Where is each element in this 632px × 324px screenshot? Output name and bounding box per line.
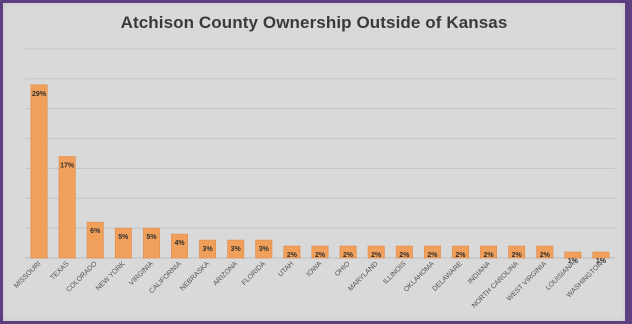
bar-new-york [114,227,132,259]
bar-colorado [86,221,104,259]
data-label: 4% [174,240,185,247]
data-label: 3% [231,246,242,253]
data-label: 2% [371,252,382,259]
data-label: 5% [118,234,129,241]
x-tick-label: UTAH [277,260,295,278]
x-tick-label: OHIO [334,260,352,278]
data-label: 1% [596,258,607,265]
bar-indiana [480,245,498,259]
bar-florida [255,239,273,259]
data-label: 29% [32,91,47,98]
bar-chart: 29% MISSOURI 17% TEXAS 6% COLORADO 5% NEW YORK 5… [13,48,615,310]
x-tick-label: ILLINOIS [382,260,408,286]
x-tick-label: INDIANA [467,260,492,285]
data-label: 2% [540,252,551,259]
data-label: 2% [484,252,495,259]
x-tick-label: IOWA [305,260,323,278]
gridlines [25,48,615,229]
data-label: 2% [287,252,298,259]
data-label: 2% [427,252,438,259]
bar-north-carolina [508,245,526,259]
data-label: 2% [343,252,354,259]
bar-virginia [142,227,160,259]
x-tick-label: COLORADO [65,260,99,294]
bar-delaware [452,245,469,259]
x-tick-label: NEW YORK [95,260,127,292]
bar-missouri [30,84,48,259]
data-label: 17% [60,162,75,169]
data-label: 3% [203,246,214,253]
x-tick-label: NORTH CAROLINA [471,260,520,309]
data-label: 1% [568,258,579,265]
bar-nebraska [199,239,217,259]
bar-iowa [311,245,329,259]
bar-louisiana [564,251,582,259]
x-tick-label: TEXAS [49,260,70,281]
bar-utah [283,245,301,259]
bar-california [171,233,188,259]
x-tick-label: ARIZONA [212,260,239,287]
bar-ohio [339,245,357,259]
data-label: 2% [315,252,326,259]
data-label: 2% [399,252,410,259]
data-label: 6% [90,228,101,235]
bar-texas [58,156,76,259]
data-label: 2% [455,252,466,259]
x-tick-label: NEBRASKA [179,260,211,292]
bar-maryland [367,245,385,259]
data-label: 5% [146,234,157,241]
data-label: 2% [512,252,523,259]
x-tick-label: VIRGINIA [128,260,155,287]
chart-panel: Atchison County Ownership Outside of Kan… [3,3,625,321]
bar-west-virginia [536,245,554,259]
bar-illinois [395,245,413,259]
bar-washington [592,251,610,259]
bar-oklahoma [423,245,441,259]
chart-title: Atchison County Ownership Outside of Kan… [120,13,508,32]
bar-arizona [227,239,245,259]
x-tick-label: DELAWARE [432,260,465,293]
x-tick-label: MISSOURI [13,260,42,289]
x-tick-label: FLORIDA [241,260,268,287]
x-tick-label: MARYLAND [347,260,379,292]
data-label: 3% [259,246,270,253]
